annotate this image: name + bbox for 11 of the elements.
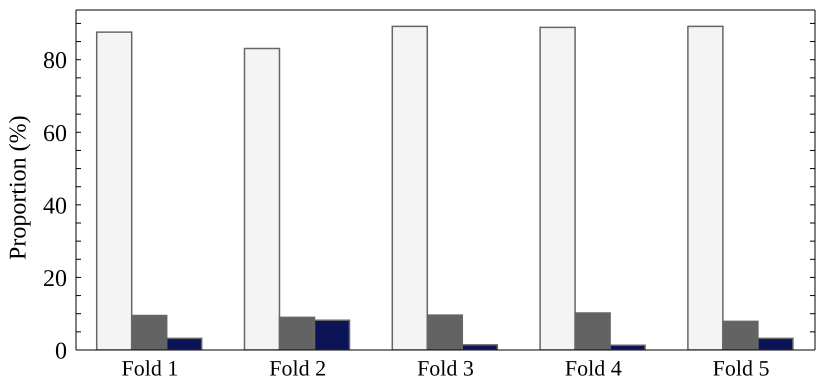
- y-axis-title: Proportion (%): [6, 115, 32, 260]
- x-tick-label: Fold 5: [712, 356, 770, 381]
- y-tick-label: 40: [43, 193, 67, 220]
- y-tick-label: 80: [43, 48, 67, 74]
- x-tick-label: Fold 3: [417, 356, 474, 381]
- x-tick-label: Fold 1: [121, 356, 178, 381]
- y-tick-label: 20: [43, 266, 67, 292]
- x-tick-label: Fold 4: [564, 356, 622, 381]
- y-tick-label: 0: [55, 338, 67, 365]
- y-tick-label: 60: [43, 120, 67, 147]
- x-tick-label: Fold 2: [269, 356, 326, 381]
